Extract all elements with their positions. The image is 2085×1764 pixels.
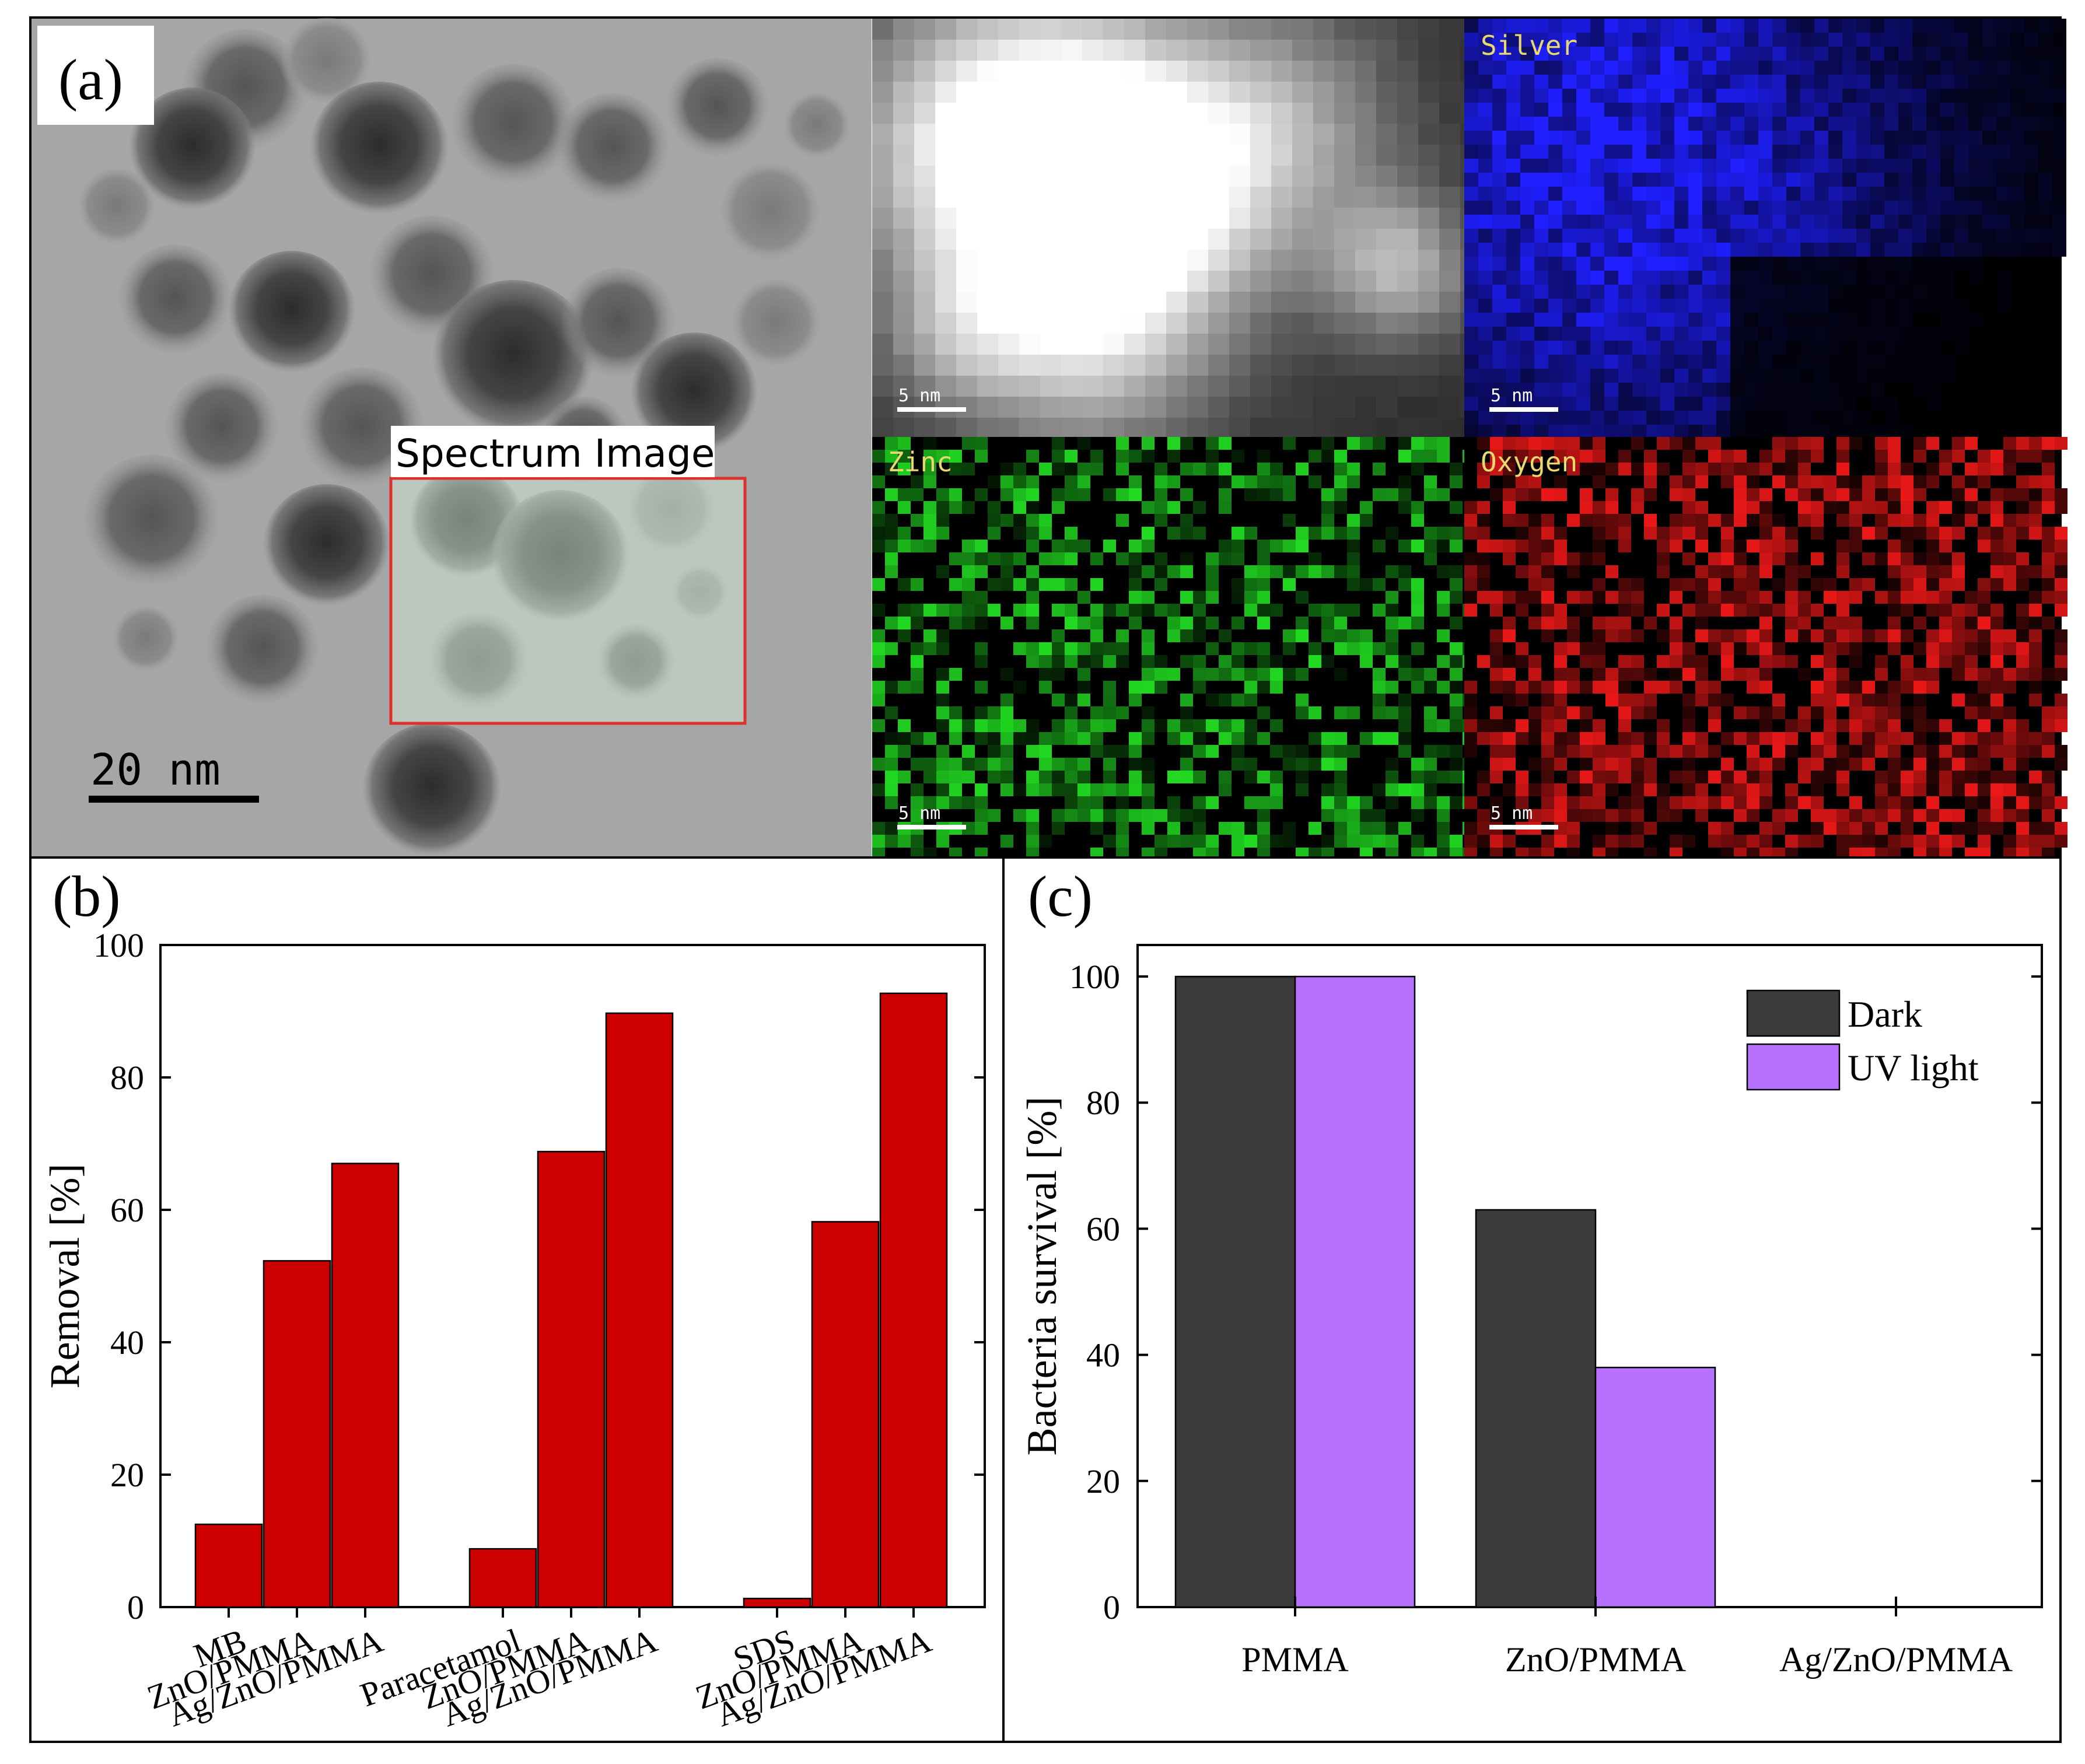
chart-b-bar [331, 1163, 400, 1608]
tem-scale-bar-label: 20 nm [90, 745, 221, 795]
chart-b-ytick-label: 40 [110, 1324, 144, 1362]
chart-c-legend-swatch [1746, 1043, 1841, 1091]
eds-map-haadf: 5 nm [872, 19, 1481, 439]
chart-b-bar [537, 1150, 606, 1608]
chart-b-bar [605, 1012, 674, 1608]
panel-a: Spectrum Image (a) 20 nm 5 nm Silver 5 n… [29, 16, 2067, 863]
eds-map-silver: Silver 5 nm [1464, 19, 2066, 439]
chart-b-ytick-label: 20 [110, 1456, 144, 1494]
eds-maps: 5 nm Silver 5 nm Zinc 5 nm Oxygen [872, 19, 2067, 860]
chart-c-ytick-label: 0 [1103, 1588, 1120, 1626]
chart-c-ytick-label: 80 [1086, 1084, 1120, 1122]
chart-c-bar [1475, 1209, 1597, 1608]
chart-b-bar [194, 1523, 263, 1608]
eds-scale-label-oxygen: 5 nm [1491, 803, 1533, 824]
panel-b-label: (b) [53, 864, 121, 929]
eds-map-zinc: Zinc 5 nm [872, 437, 1475, 860]
chart-c-ylabel: Bacteria survival [%] [1019, 1097, 1065, 1456]
eds-scale-label-silver: 5 nm [1491, 386, 1533, 406]
chart-b-ytick-label: 0 [127, 1588, 144, 1626]
eds-map-oxygen: Oxygen 5 nm [1464, 437, 2067, 860]
panel-c-label: (c) [1028, 864, 1093, 929]
eds-map-label-oxygen: Oxygen [1481, 446, 1577, 478]
panel-a-label: (a) [58, 47, 123, 112]
eds-scale-label-zinc: 5 nm [898, 803, 940, 824]
chart-b-ylabel: Removal [%] [41, 1164, 88, 1389]
chart-b-ytick-label: 100 [93, 926, 144, 964]
chart-b-ytick-label: 80 [110, 1059, 144, 1097]
chart-c-xtick-label: PMMA [1241, 1640, 1348, 1679]
eds-map-label-zinc: Zinc [888, 446, 953, 478]
chart-b-bar [468, 1548, 537, 1608]
spectrum-image-box [389, 477, 747, 725]
chart-c-xtick-label: Ag/ZnO/PMMA [1779, 1640, 2013, 1679]
eds-map-label-silver: Silver [1481, 30, 1577, 61]
chart-b-ytick-label: 60 [110, 1191, 144, 1229]
spectrum-image-label: Spectrum Image [396, 431, 715, 476]
chart-c-legend-label: UV light [1848, 1047, 1979, 1088]
chart-c-xtick-label: ZnO/PMMA [1505, 1640, 1686, 1679]
chart-b-bar [743, 1597, 811, 1608]
chart-c-ytick-label: 60 [1086, 1210, 1120, 1248]
tem-scale-bar [89, 796, 259, 803]
tem-image: Spectrum Image (a) 20 nm [32, 18, 872, 863]
chart-b-bar [263, 1260, 331, 1608]
chart-c-ytick-label: 100 [1069, 958, 1120, 996]
eds-scale-label-haadf: 5 nm [898, 386, 940, 406]
chart-c-bar [1594, 1366, 1716, 1608]
chart-c-bar [1294, 975, 1416, 1608]
panel-c: (c) 0 20 40 60 80 100 Bacteria survival [%] PMM… [1002, 856, 2062, 1743]
chart-b-bar [879, 992, 948, 1608]
chart-c-bar [1174, 975, 1296, 1608]
chart-c-legend-label: Dark [1848, 993, 1922, 1035]
chart-c-ytick-label: 40 [1086, 1336, 1120, 1374]
chart-c-legend-swatch [1746, 989, 1841, 1037]
chart-c-ytick-label: 20 [1086, 1462, 1120, 1500]
chart-b-bar [811, 1221, 880, 1608]
